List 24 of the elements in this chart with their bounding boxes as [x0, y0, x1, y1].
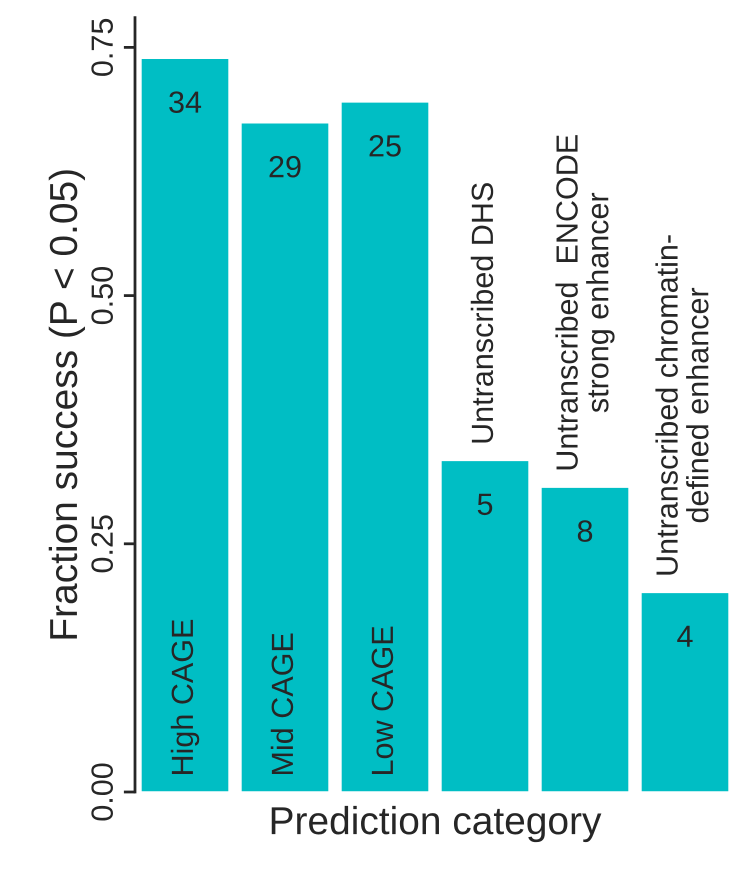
bar [540, 486, 630, 792]
annotation: 4 [677, 626, 693, 647]
x-tick-label: Untranscribed chromatin- defined enhancer [655, 235, 709, 575]
bar [440, 460, 530, 792]
y-tick-label: 0.25 [91, 515, 113, 572]
y-tick-label: 0.75 [91, 18, 113, 76]
x-axis-title: Prediction category [272, 806, 602, 842]
bar [140, 58, 230, 792]
x-tick-label: Mid CAGE [270, 634, 294, 774]
annotation: 25 [370, 135, 401, 157]
bar [340, 101, 430, 792]
x-tick-label: Low CAGE [372, 626, 394, 774]
y-axis-title: Fraction success (P < 0.05) [48, 170, 85, 638]
x-tick-label: Untranscribed ENCODE strong enhancer [555, 135, 615, 470]
annotation: 8 [578, 520, 592, 542]
y-tick-label: 0.50 [91, 267, 113, 324]
annotation: 34 [169, 91, 202, 113]
bar [640, 592, 730, 792]
y-tick-label: 0.00 [91, 763, 113, 821]
annotation: 5 [478, 494, 492, 516]
bar [240, 122, 330, 792]
x-tick-label: Untranscribed DHS [470, 183, 494, 443]
annotation: 29 [270, 156, 301, 178]
x-tick-label: High CAGE [170, 620, 200, 774]
